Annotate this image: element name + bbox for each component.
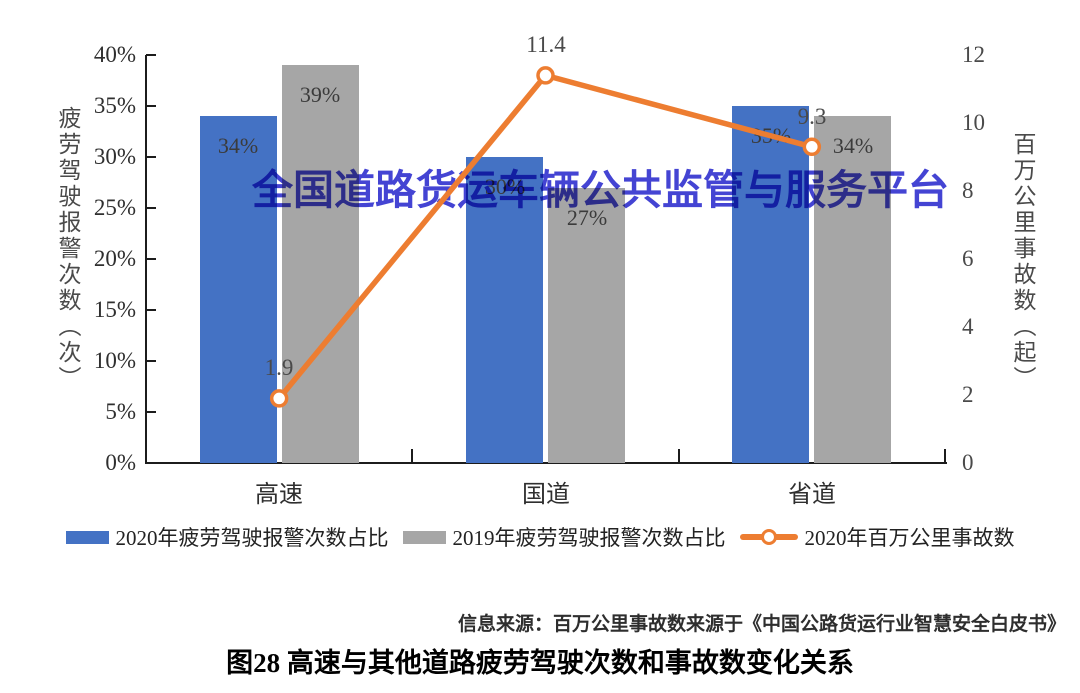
y-tick — [146, 156, 156, 158]
bar-series2-cat3 — [814, 116, 891, 463]
right-tick-label: 6 — [962, 246, 974, 271]
y-tick — [146, 462, 156, 464]
y-tick-label: 15% — [93, 297, 136, 322]
y-tick-label: 5% — [105, 399, 136, 424]
right-tick-label: 12 — [962, 42, 985, 67]
y-tick-label: 0% — [105, 450, 136, 475]
bar-series1-cat1 — [200, 116, 277, 463]
legend-bar-swatch — [65, 530, 109, 544]
category-label: 国道 — [522, 482, 570, 508]
legend-line-marker-icon — [739, 528, 798, 546]
legend-item: 2020年百万公里事故数 — [739, 522, 1015, 552]
watermark-text: 全国道路货运车辆公共监管与服务平台 — [252, 167, 949, 213]
category-label: 省道 — [788, 482, 836, 508]
legend-label: 2020年百万公里事故数 — [804, 526, 1015, 550]
y-tick-label: 30% — [93, 144, 136, 169]
y-tick — [146, 54, 156, 56]
bar-value-label: 34% — [217, 133, 259, 158]
legend-item: 2020年疲劳驾驶报警次数占比 — [65, 522, 389, 552]
bar-value-label: 34% — [832, 133, 874, 158]
right-tick-label: 2 — [962, 382, 974, 407]
line-value-label: 1.9 — [264, 355, 294, 380]
right-tick-label: 0 — [962, 450, 974, 475]
y-tick — [146, 207, 156, 209]
legend: 2020年疲劳驾驶报警次数占比 2019年疲劳驾驶报警次数占比 2020年百万公里事… — [0, 522, 1080, 552]
right-tick-label: 4 — [962, 314, 974, 339]
y-tick — [146, 411, 156, 413]
legend-line-circle — [760, 529, 777, 545]
x-tick — [411, 449, 413, 462]
right-tick-label: 10 — [962, 110, 985, 135]
left-axis-title: 疲劳驾驶报警次数（次） — [55, 106, 80, 392]
y-tick-label: 10% — [93, 348, 136, 373]
y-tick-label: 20% — [93, 246, 136, 271]
right-tick-label: 8 — [962, 178, 974, 203]
y-tick — [146, 309, 156, 311]
y-tick — [146, 360, 156, 362]
x-tick — [145, 449, 147, 462]
line-value-label: 9.3 — [797, 104, 827, 129]
legend-label: 2019年疲劳驾驶报警次数占比 — [452, 526, 726, 550]
y-tick — [146, 258, 156, 260]
x-tick — [678, 449, 680, 462]
right-axis-title: 百万公里事故数（起） — [1010, 132, 1035, 392]
figure-title: 图28 高速与其他道路疲劳驾驶次数和事故数变化关系 — [226, 648, 854, 678]
line-point-marker — [536, 66, 555, 85]
legend-bar-swatch — [402, 530, 446, 544]
source-note: 信息来源：百万公里事故数来源于《中国公路货运行业智慧安全白皮书》 — [457, 614, 1066, 635]
legend-label: 2020年疲劳驾驶报警次数占比 — [115, 526, 389, 550]
y-tick-label: 25% — [93, 195, 136, 220]
legend-item: 2019年疲劳驾驶报警次数占比 — [402, 522, 726, 552]
y-tick — [146, 105, 156, 107]
bar-series2-cat1 — [282, 65, 359, 463]
x-axis-line — [145, 462, 947, 464]
y-tick-label: 35% — [93, 93, 136, 118]
line-value-label: 11.4 — [526, 32, 566, 57]
category-label: 高速 — [255, 482, 303, 508]
y-tick-label: 40% — [93, 42, 136, 67]
x-tick — [944, 449, 946, 462]
bar-value-label: 39% — [299, 82, 341, 107]
